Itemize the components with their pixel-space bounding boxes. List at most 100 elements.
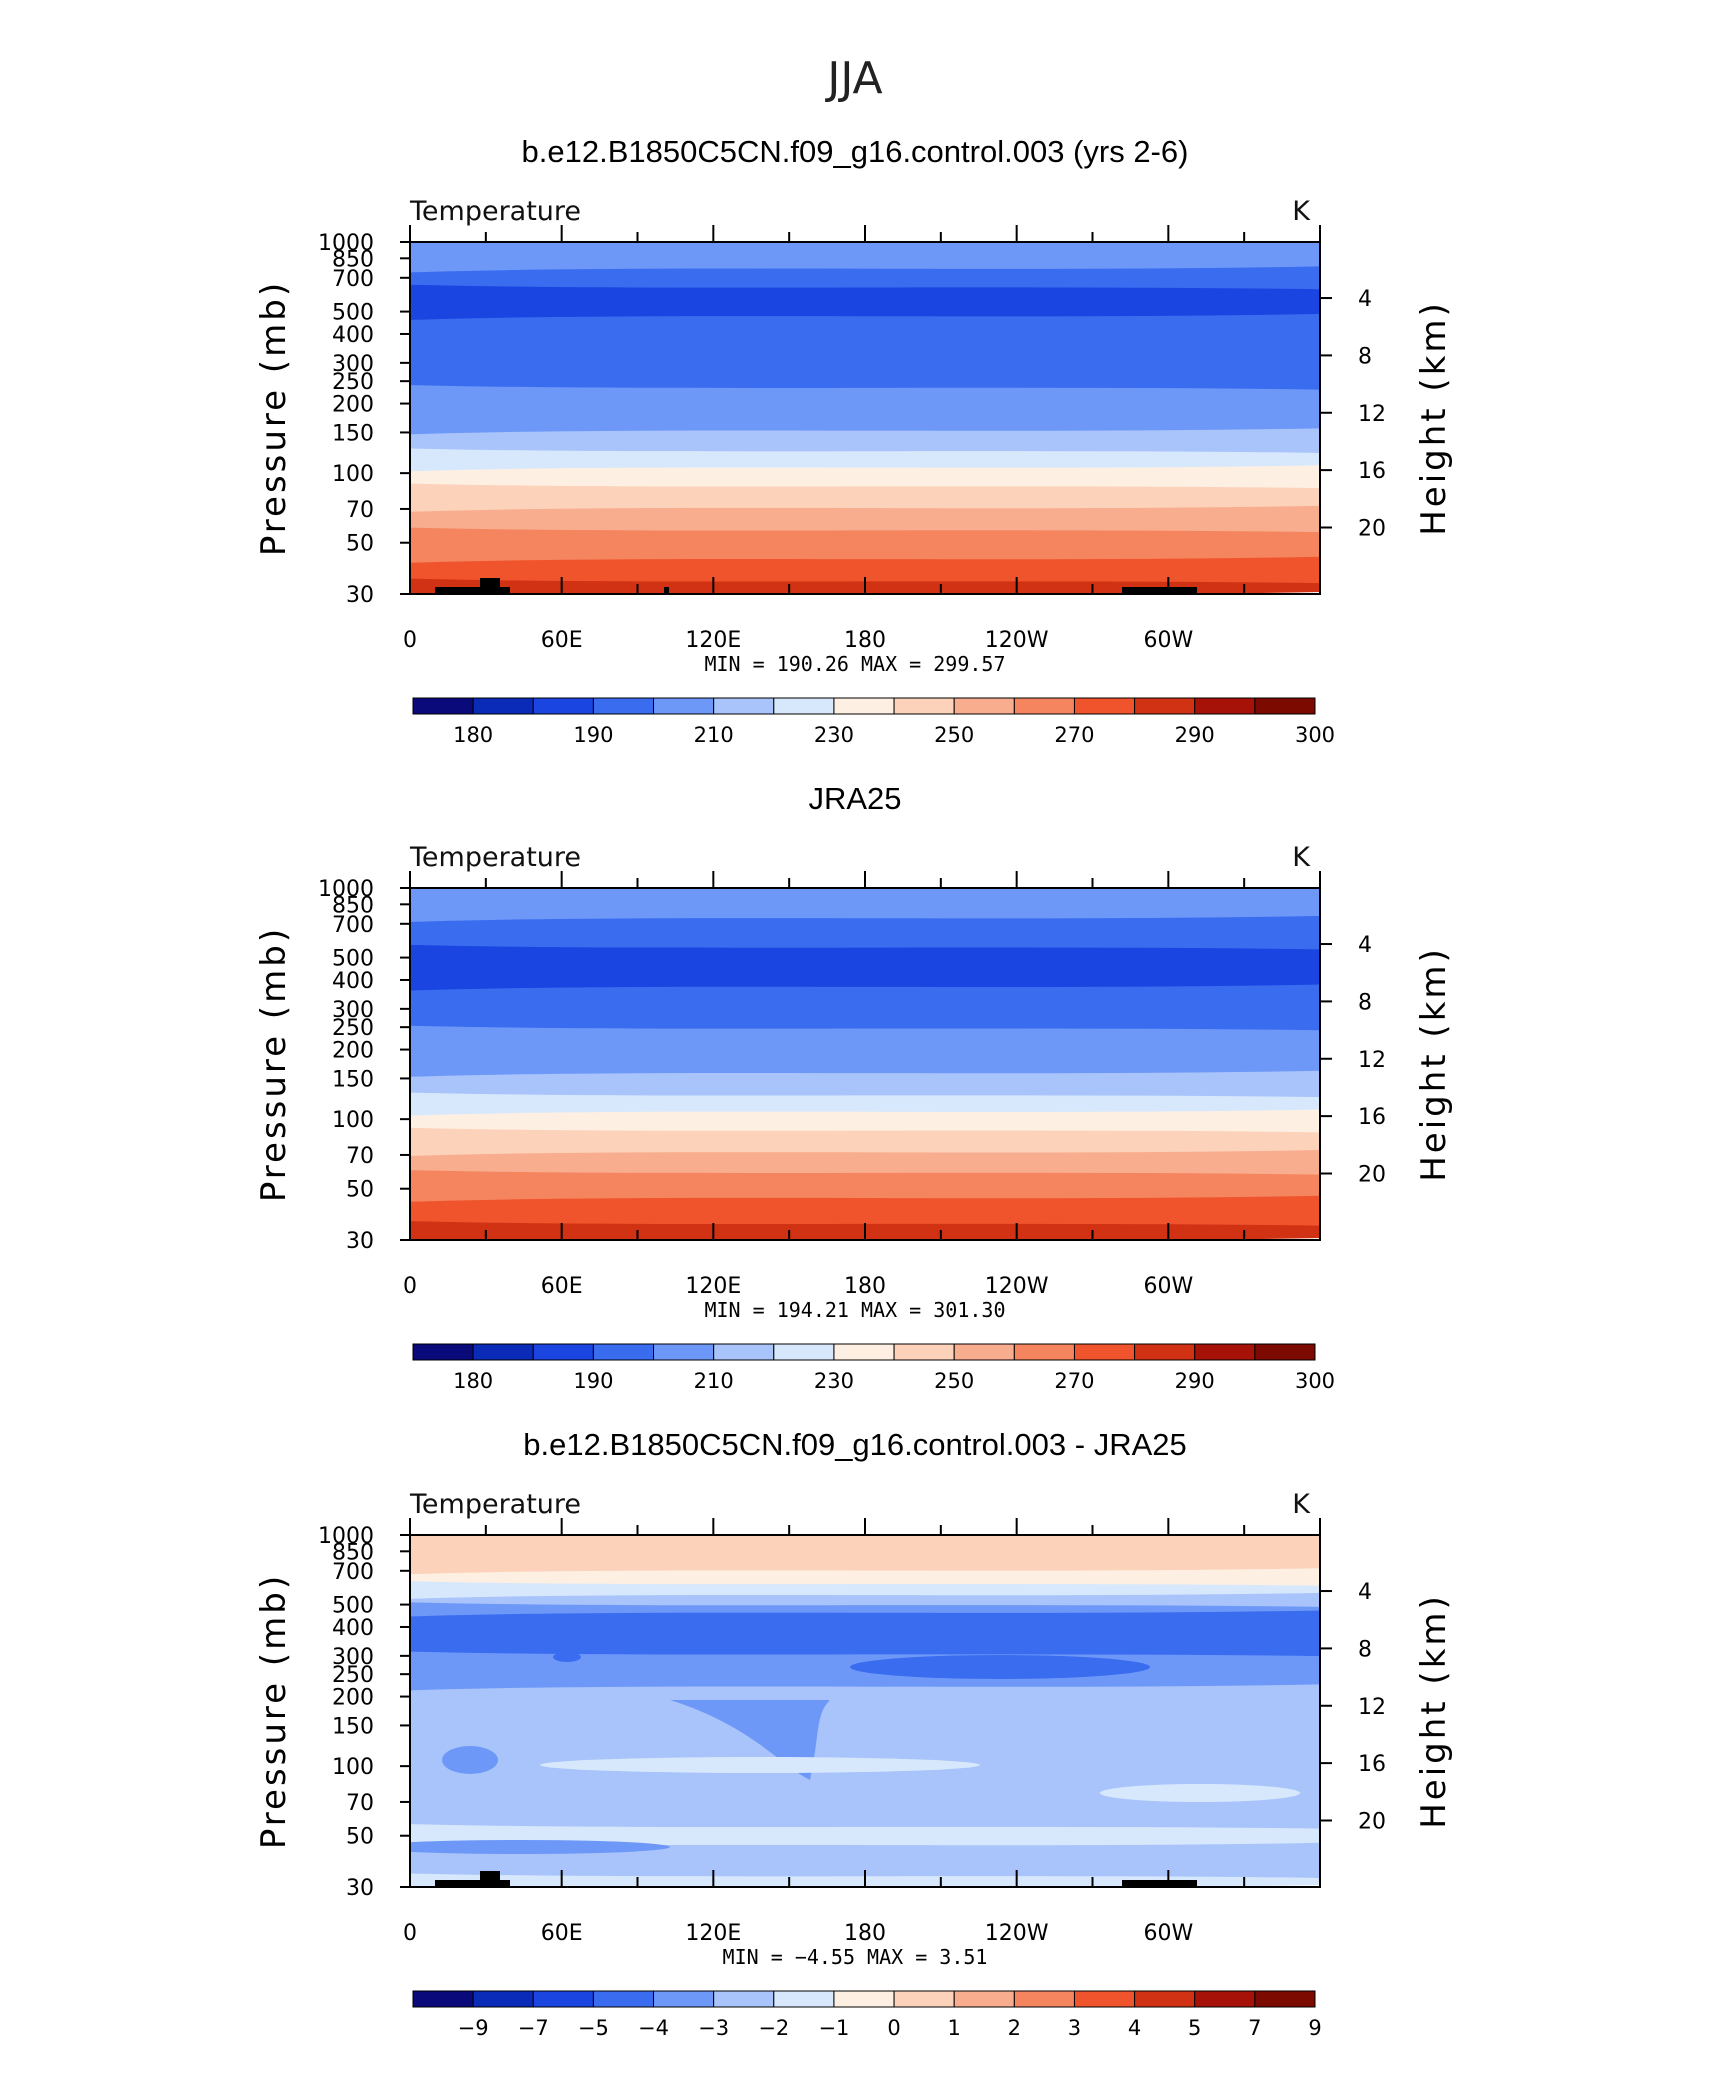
colorbar-label: 3: [1068, 2016, 1081, 2040]
y-tick-label: 30: [346, 583, 374, 608]
units-label: K: [1292, 842, 1311, 873]
colorbar-swatch: [1134, 697, 1196, 715]
colorbar-label: 270: [1054, 723, 1094, 747]
y-tick-label: 150: [332, 1067, 374, 1092]
colorbar-label: 230: [814, 723, 854, 747]
min-label: MIN =: [723, 1945, 795, 1969]
max-label: MAX =: [861, 652, 933, 676]
y-tick-label: 1000: [318, 231, 374, 256]
colorbar-label: 290: [1175, 1369, 1215, 1393]
contour-band: [410, 1535, 1320, 1575]
colorbar-swatch: [653, 1990, 715, 2008]
y-tick-label: 300: [332, 352, 374, 377]
y-tick-label: 50: [346, 1178, 374, 1203]
colorbar-label: 4: [1128, 2016, 1141, 2040]
colorbar-label: −1: [818, 2016, 849, 2040]
colorbar-swatch: [713, 697, 775, 715]
colorbar-swatch: [1013, 1343, 1075, 1361]
y-tick-label: 500: [332, 1594, 374, 1619]
colorbar: 180 190 210 230 250 270 290 300: [412, 697, 1335, 747]
x-tick-label: 60W: [1143, 628, 1193, 653]
y2-tick-label: 16: [1358, 459, 1386, 484]
y-tick-label: 200: [332, 1039, 374, 1064]
colorbar-label: 300: [1295, 1369, 1335, 1393]
colorbar-swatch: [1073, 1990, 1136, 2008]
y2-tick-label: 20: [1358, 1809, 1386, 1834]
x-tick-label: 120E: [685, 1921, 741, 1946]
y-tick-label: 300: [332, 998, 374, 1023]
contour-band: [410, 888, 1320, 922]
variable-label: Temperature: [409, 196, 581, 227]
colorbar-swatch: [893, 697, 955, 715]
y-tick-label: 300: [332, 1645, 374, 1670]
max-value: 299.57: [933, 652, 1005, 676]
y-tick-label: 250: [332, 1663, 374, 1688]
x-tick-label: 60E: [541, 1921, 583, 1946]
colorbar-swatch: [893, 1990, 955, 2008]
y-tick-label: 50: [346, 532, 374, 557]
topography-mask: [1122, 1880, 1197, 1887]
y2-axis-label: Height (km): [1414, 946, 1454, 1182]
x-tick-label: 120E: [685, 1274, 741, 1299]
contour-blob: [540, 1757, 980, 1773]
colorbar-swatch: [1134, 1343, 1196, 1361]
y-tick-label: 700: [332, 913, 374, 938]
colorbar-swatch: [1073, 1343, 1136, 1361]
max-value: 3.51: [939, 1945, 987, 1969]
y2-tick-label: 12: [1358, 402, 1386, 427]
panel-title: b.e12.B1850C5CN.f09_g16.control.003 - JR…: [523, 1427, 1187, 1462]
y2-tick-label: 4: [1358, 933, 1372, 958]
colorbar-swatch: [653, 1343, 715, 1361]
y-tick-label: 500: [332, 947, 374, 972]
y-tick-label: 70: [346, 1791, 374, 1816]
colorbar-label: 210: [694, 1369, 734, 1393]
y-tick-label: 100: [332, 462, 374, 487]
topography-mask: [435, 587, 510, 594]
colorbar-label: 1: [948, 2016, 961, 2040]
colorbar-swatch: [1134, 1990, 1196, 2008]
x-tick-label: 120W: [985, 628, 1049, 653]
min-value: −4.55: [795, 1945, 867, 1969]
y-tick-label: 150: [332, 421, 374, 446]
y-tick-label: 1000: [318, 1524, 374, 1549]
y-tick-label: 850: [332, 1540, 374, 1565]
y2-tick-label: 16: [1358, 1752, 1386, 1777]
colorbar-swatch: [773, 1990, 835, 2008]
colorbar-label: 290: [1175, 723, 1215, 747]
x-tick-label: 120W: [985, 1274, 1049, 1299]
y-tick-label: 200: [332, 1686, 374, 1711]
panel-3: b.e12.B1850C5CN.f09_g16.control.003 - JR…: [254, 1427, 1454, 2040]
topography-mask: [480, 578, 500, 588]
y2-tick-label: 20: [1358, 1162, 1386, 1187]
contour-field: [410, 888, 1320, 1240]
x-tick-label: 60E: [541, 628, 583, 653]
min-label: MIN =: [704, 1298, 776, 1322]
contour-blob: [850, 1655, 1150, 1679]
y2-tick-label: 8: [1358, 1637, 1372, 1662]
min-max-readout: MIN = −4.55 MAX = 3.51: [723, 1945, 988, 1969]
contour-field: [410, 242, 1320, 594]
contour-blob: [410, 1840, 670, 1854]
topography-mask: [435, 1880, 510, 1887]
colorbar-label: 210: [694, 723, 734, 747]
colorbar-label: 0: [887, 2016, 900, 2040]
colorbar-swatch: [1013, 1990, 1075, 2008]
contour-band: [410, 242, 1320, 273]
x-tick-label: 0: [403, 1274, 417, 1299]
panels: b.e12.B1850C5CN.f09_g16.control.003 (yrs…: [254, 134, 1454, 2040]
units-label: K: [1292, 1489, 1311, 1520]
x-tick-label: 60W: [1143, 1274, 1193, 1299]
contour-blob: [442, 1746, 498, 1774]
y-axis-label: Pressure (mb): [254, 1573, 294, 1849]
y-tick-label: 200: [332, 393, 374, 418]
colorbar-label: 5: [1188, 2016, 1201, 2040]
colorbar-swatch: [833, 697, 895, 715]
panel-title: JRA25: [808, 781, 901, 816]
y2-tick-label: 4: [1358, 287, 1372, 312]
colorbar-label: 190: [573, 1369, 613, 1393]
colorbar-label: −3: [698, 2016, 729, 2040]
colorbar-swatch: [653, 697, 715, 715]
x-tick-label: 60E: [541, 1274, 583, 1299]
y-tick-label: 700: [332, 1560, 374, 1585]
colorbar-label: 180: [453, 1369, 493, 1393]
